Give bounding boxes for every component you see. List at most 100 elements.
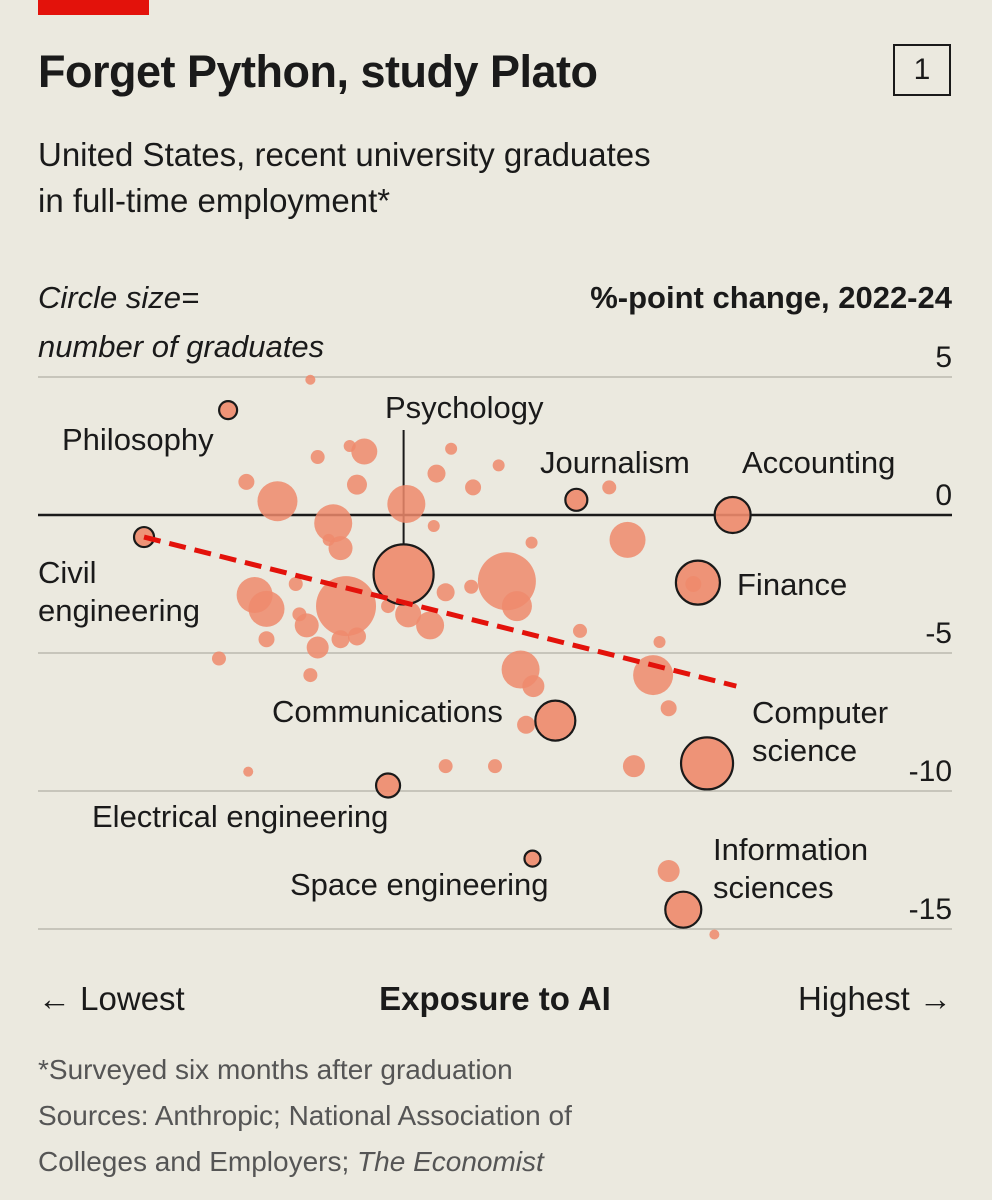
- label-space-engineering: Space engineering: [290, 867, 549, 902]
- highlighted-bubble: [664, 890, 703, 929]
- bubble: [211, 651, 226, 666]
- bubble: [347, 627, 366, 646]
- bubble: [427, 464, 446, 483]
- bubble: [438, 759, 453, 774]
- trend-line-group: [143, 534, 737, 689]
- label-line: Communications: [272, 694, 503, 729]
- bubble: [573, 623, 588, 638]
- x-axis-high-label: Highest →: [797, 980, 952, 1017]
- footnote-line-1: *Surveyed six months after graduation: [38, 1054, 513, 1085]
- bubble: [314, 504, 353, 543]
- label-line: Journalism: [540, 445, 690, 480]
- figure-number-badge: 1: [893, 44, 951, 96]
- label-line: Accounting: [742, 445, 895, 480]
- bubble: [294, 613, 319, 638]
- label-line: Finance: [737, 567, 847, 602]
- footnote-publication: The Economist: [357, 1146, 544, 1177]
- bubble: [522, 675, 545, 698]
- label-line: Space engineering: [290, 867, 549, 902]
- highlighted-bubble: [523, 849, 542, 868]
- bubble: [465, 479, 482, 496]
- bubble: [395, 601, 422, 628]
- bubble: [633, 655, 674, 696]
- highlighted-bubble: [674, 559, 722, 606]
- bubble: [622, 755, 645, 778]
- bubble: [305, 374, 316, 385]
- bubble: [288, 577, 303, 591]
- label-line: science: [752, 733, 857, 768]
- bubbles: [132, 374, 752, 940]
- bubble: [501, 591, 532, 622]
- circle-size-note-line-2: number of graduates: [38, 329, 324, 364]
- bubble: [310, 450, 325, 465]
- y-tick-label: 5: [935, 341, 952, 374]
- bubble: [657, 860, 680, 883]
- circle-size-note-line-1: Circle size=: [38, 280, 199, 315]
- label-line: Computer: [752, 695, 888, 730]
- label-information-sciences: Information sciences: [713, 832, 868, 905]
- bubble: [709, 929, 720, 940]
- bubble: [243, 766, 254, 777]
- footnote-sources-prefix: Colleges and Employers;: [38, 1146, 358, 1177]
- bubble: [492, 459, 505, 472]
- x-axis-title: Exposure to AI: [379, 980, 611, 1017]
- y-tick-label: -10: [909, 755, 952, 788]
- footnote: *Surveyed six months after graduation So…: [38, 1047, 938, 1185]
- bubble: [525, 536, 538, 549]
- label-line: Information: [713, 832, 868, 867]
- footnote-sources-line-2: Colleges and Employers; The Economist: [38, 1139, 938, 1185]
- highlighted-bubble: [534, 699, 577, 742]
- trend-line: [143, 534, 737, 689]
- highlighted-bubble: [218, 400, 239, 421]
- label-line: engineering: [38, 593, 200, 628]
- bubble: [436, 583, 455, 602]
- bubble: [517, 715, 536, 734]
- footnote-sources-line-1: Sources: Anthropic; National Association…: [38, 1100, 572, 1131]
- y-tick-label: -15: [909, 893, 952, 926]
- bubble: [258, 631, 275, 648]
- bubble: [609, 521, 646, 558]
- bubble: [257, 481, 298, 522]
- bubble: [387, 484, 426, 523]
- x-axis-row: ← Lowest Exposure to AI Highest →: [38, 980, 952, 1028]
- bubble: [331, 630, 350, 649]
- bubble: [303, 668, 318, 683]
- brand-red-tag: [38, 0, 149, 15]
- label-finance: Finance: [737, 567, 847, 602]
- bubble: [427, 520, 440, 533]
- highlighted-bubble: [679, 736, 735, 791]
- label-line: Electrical engineering: [92, 799, 388, 834]
- label-line: Philosophy: [62, 422, 214, 457]
- page-title: Forget Python, study Plato: [38, 46, 598, 97]
- label-line: sciences: [713, 870, 834, 905]
- label-civil-engineering: Civil engineering: [38, 555, 200, 628]
- x-axis-low-label: ← Lowest: [38, 980, 185, 1017]
- subtitle-line-2: in full-time employment*: [38, 182, 391, 219]
- bubble: [602, 480, 617, 495]
- bubble: [306, 636, 329, 659]
- bubble: [238, 473, 255, 490]
- subtitle-line-1: United States, recent university graduat…: [38, 136, 651, 173]
- bubble: [248, 590, 285, 627]
- label-computer-science: Computer science: [752, 695, 888, 768]
- bubble: [653, 635, 666, 648]
- label-line: Psychology: [385, 390, 544, 425]
- y-tick-label: -5: [925, 617, 952, 650]
- chart-subtitle: United States, recent university graduat…: [38, 132, 938, 224]
- bubble: [351, 438, 378, 465]
- bubble: [660, 700, 677, 717]
- bubble-labels: Philosophy Psychology Journalism Accounting…: [38, 390, 895, 905]
- label-journalism: Journalism: [540, 445, 690, 480]
- label-electrical-engineering: Electrical engineering: [92, 799, 388, 834]
- y-axis-label: %-point change, 2022-24: [590, 280, 953, 315]
- label-line: Civil: [38, 555, 97, 590]
- y-tick-label: 0: [935, 479, 952, 512]
- highlighted-bubble: [564, 487, 589, 512]
- bubble: [445, 442, 458, 455]
- highlighted-bubble: [713, 495, 752, 535]
- label-accounting: Accounting: [742, 445, 895, 480]
- bubble: [488, 759, 502, 774]
- label-philosophy: Philosophy: [62, 422, 214, 457]
- bubble: [328, 536, 353, 561]
